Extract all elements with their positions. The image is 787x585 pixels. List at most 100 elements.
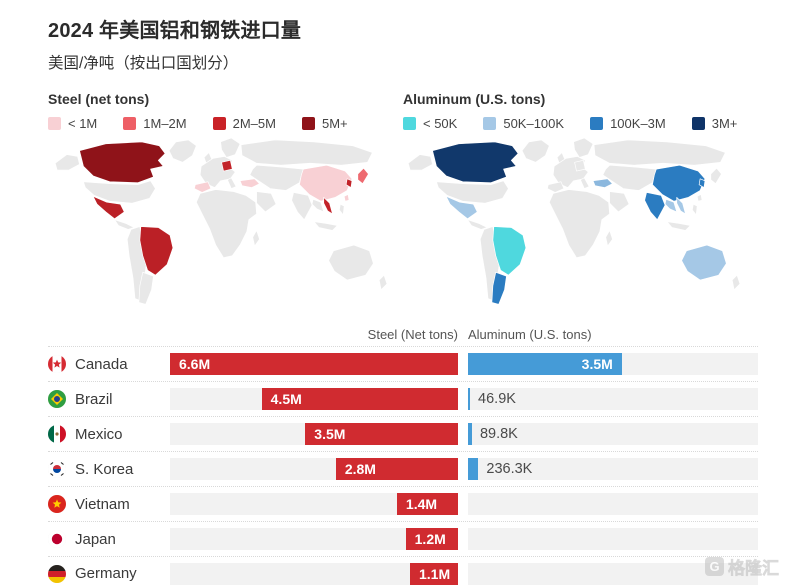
aluminum-legend-item: 50K–100K <box>483 116 564 131</box>
aluminum-legend-swatch-icon <box>403 117 416 130</box>
aluminum-map-country-india <box>644 192 666 221</box>
steel-legend-swatch-icon <box>212 117 226 130</box>
country-cell: Japan <box>48 530 170 548</box>
aluminum-legend-item: < 50K <box>403 116 457 131</box>
steel-map-country-germany <box>221 160 233 172</box>
country-cell: Brazil <box>48 390 170 408</box>
table-header: Steel (Net tons) Aluminum (U.S. tons) <box>48 322 758 342</box>
aluminum-legend-swatch-icon <box>483 117 497 130</box>
country-name: Vietnam <box>75 495 130 513</box>
steel-map-country-arabia <box>256 191 277 213</box>
steel-map-country-skorea <box>345 178 353 188</box>
steel-bar-value: 1.1M <box>419 565 451 582</box>
steel-bar-track: 3.5M <box>170 423 458 445</box>
steel-bar-track: 1.1M <box>170 562 458 585</box>
steel-map-country-russia <box>240 139 373 166</box>
steel-choropleth-map <box>48 137 401 317</box>
steel-bar-value: 3.5M <box>314 426 346 442</box>
aluminum-bar-track <box>468 493 758 515</box>
flag-mexico-icon <box>48 425 66 443</box>
world-maps <box>48 137 758 317</box>
country-name: Canada <box>75 355 128 373</box>
steel-bar-value: 6.6M <box>179 356 211 372</box>
aluminum-map-country-canada <box>432 141 519 184</box>
steel-map-country-africa <box>195 189 257 258</box>
aluminum-map-country-turkey <box>592 178 613 188</box>
aluminum-map-country-taiwan <box>696 194 703 202</box>
steel-map-country-argentina <box>138 271 154 305</box>
steel-bar-track: 4.5M <box>170 388 458 410</box>
aluminum-legend: Aluminum (U.S. tons) < 50K 50K–100K 100K–3… <box>403 91 758 131</box>
steel-map-country-turkey <box>239 178 260 188</box>
steel-legend-title: Steel (net tons) <box>48 91 150 107</box>
steel-map-country-usa <box>83 180 156 204</box>
aluminum-map-country-seasia <box>664 198 678 213</box>
watermark: G 格隆汇 <box>705 554 779 579</box>
steel-map-country-centralam <box>114 219 135 230</box>
aluminum-legend-label: 3M+ <box>711 116 738 131</box>
import-table: Steel (Net tons) Aluminum (U.S. tons) Ca… <box>48 322 758 585</box>
aluminum-bar-value: 89.8K <box>479 426 518 442</box>
aluminum-map-country-spain <box>546 181 565 193</box>
aluminum-bar <box>468 458 479 480</box>
table-row: Japan 1.2M <box>48 521 758 556</box>
aluminum-bar-track: 236.3K <box>468 458 758 480</box>
aluminum-map-svg <box>407 137 741 305</box>
table-row: Vietnam 1.4M <box>48 486 758 521</box>
steel-bar-track: 1.4M <box>170 493 458 515</box>
steel-map-country-alaska <box>54 154 80 171</box>
steel-legend-label: 2M–5M <box>232 116 276 131</box>
table-row: Brazil 4.5M 46.9K <box>48 381 758 416</box>
steel-legend-item: < 1M <box>48 116 97 131</box>
aluminum-map-country-usa <box>436 180 509 204</box>
aluminum-map-country-china <box>652 164 706 202</box>
steel-map-country-scandinavia <box>220 137 241 158</box>
steel-bar-track: 6.6M <box>170 353 458 375</box>
aluminum-map-country-russia <box>593 139 726 166</box>
country-name: Brazil <box>75 390 113 408</box>
aluminum-map-country-australia <box>681 244 727 281</box>
steel-bar-value: 1.2M <box>414 531 446 547</box>
aluminum-column-header: Aluminum (U.S. tons) <box>468 327 592 342</box>
steel-column-header: Steel (Net tons) <box>367 327 458 342</box>
country-cell: Vietnam <box>48 495 170 513</box>
steel-bar: 1.2M <box>405 528 458 550</box>
steel-legend-swatch-icon <box>123 117 137 130</box>
aluminum-bar-track <box>468 562 758 585</box>
flag-germany-icon <box>48 564 66 583</box>
flag-vietnam-icon <box>48 495 66 513</box>
steel-legend-swatch-icon <box>48 117 61 130</box>
steel-bar-track: 1.2M <box>170 528 458 550</box>
steel-bar: 6.6M <box>170 353 458 375</box>
steel-legend-item: 5M+ <box>301 116 348 131</box>
steel-legend-swatch-icon <box>301 117 315 130</box>
table-row: Germany 1.1M <box>48 556 758 585</box>
steel-legend-label: 1M–2M <box>143 116 187 131</box>
page-subtitle: 美国/净吨（按出口国划分） <box>48 55 239 72</box>
steel-map-country-australia <box>328 244 374 281</box>
steel-map-country-taiwan <box>343 194 350 202</box>
aluminum-legend-item: 3M+ <box>691 116 738 131</box>
steel-map-country-centralasia <box>249 164 304 191</box>
steel-map-svg <box>54 137 388 305</box>
aluminum-legend-item: 100K–3M <box>590 116 666 131</box>
country-name: Japan <box>75 530 116 548</box>
aluminum-map-country-italy <box>580 177 590 189</box>
steel-map-country-seasia <box>311 198 325 213</box>
aluminum-legend-items: < 50K 50K–100K 100K–3M 3M+ <box>403 116 758 131</box>
steel-map-country-brazil <box>139 226 174 276</box>
steel-legend-label: < 1M <box>68 116 98 131</box>
aluminum-map-country-skorea <box>698 178 706 188</box>
steel-map-country-indonesia <box>313 221 338 231</box>
flag-skorea-icon <box>48 460 66 478</box>
aluminum-legend-title: Aluminum (U.S. tons) <box>403 91 546 107</box>
aluminum-map-country-africa <box>548 189 610 258</box>
aluminum-map-country-alaska <box>407 154 433 171</box>
steel-legend-item: 2M–5M <box>212 116 276 131</box>
page-title: 2024 年美国铝和钢铁进口量 <box>48 20 302 42</box>
watermark-logo-icon: G <box>705 557 724 576</box>
map-legends: Steel (net tons) < 1M 1M–2M 2M–5M 5M+ Alumi… <box>48 91 758 131</box>
aluminum-legend-label: 100K–3M <box>610 116 666 131</box>
flag-canada-icon <box>48 355 66 373</box>
